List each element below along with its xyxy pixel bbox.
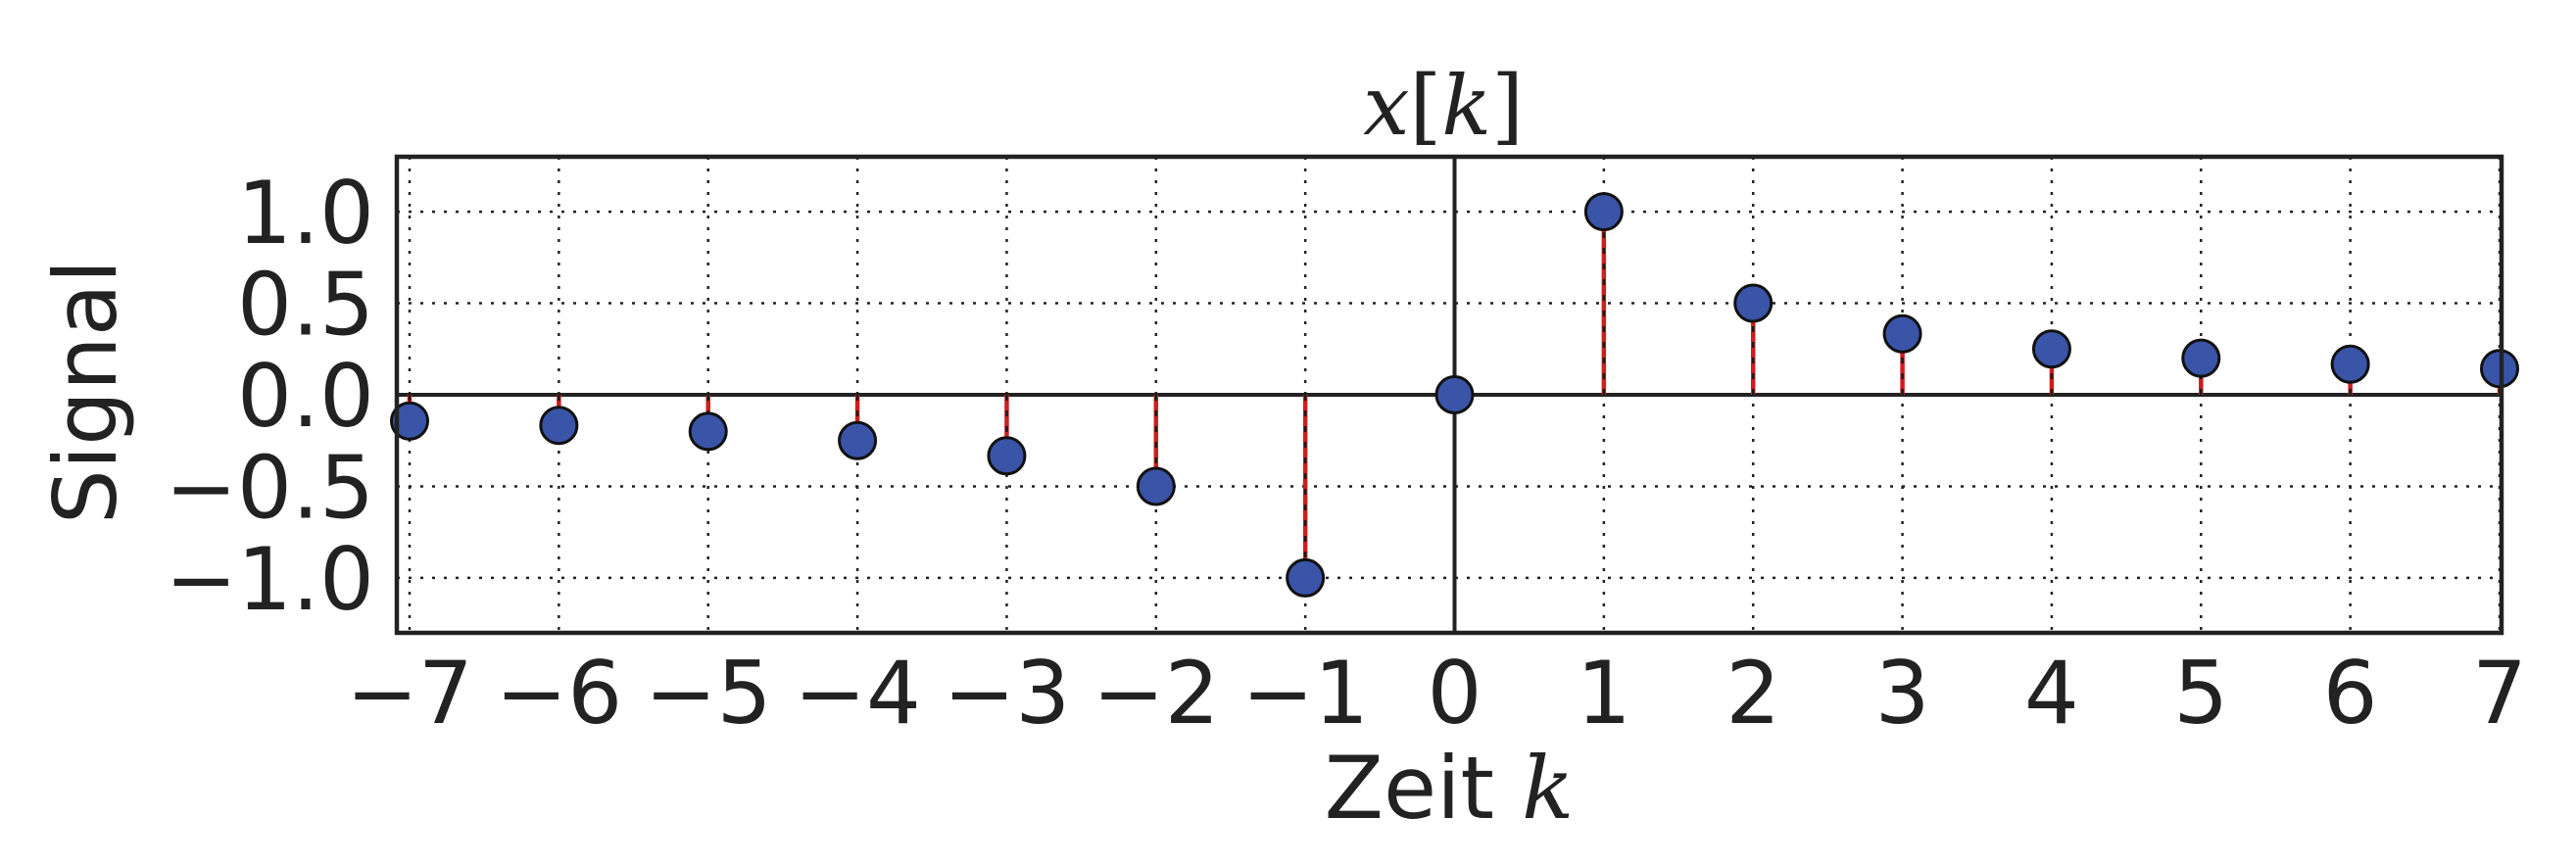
y-tick-label: 0.0: [237, 346, 374, 447]
x-tick-label: 7: [2472, 643, 2527, 744]
plot-frame: [394, 154, 2504, 636]
data-point: [1882, 313, 1922, 354]
x-tick-label: −1: [1241, 643, 1369, 744]
data-point: [987, 436, 1027, 476]
data-point: [2181, 338, 2221, 378]
x-tick-label: −3: [944, 643, 1071, 744]
y-tick-label: 0.5: [237, 255, 374, 356]
y-tick-label: −0.5: [165, 437, 374, 538]
x-tick-label: −2: [1093, 643, 1220, 744]
data-point: [1286, 557, 1326, 598]
x-tick-label: 4: [2024, 643, 2079, 744]
data-point: [2330, 344, 2370, 384]
x-tick-label: −7: [346, 643, 473, 744]
y-tick-label: 1.0: [237, 163, 374, 264]
data-point: [1136, 466, 1176, 506]
data-point: [688, 411, 728, 452]
data-point: [838, 420, 878, 460]
y-axis-label: Signal: [35, 260, 136, 524]
x-tick-label: −5: [645, 643, 772, 744]
x-tick-label: 1: [1577, 643, 1631, 744]
x-axis-label-math: k: [1522, 738, 1574, 839]
chart-title-var: x: [1363, 58, 1409, 154]
x-tick-label: −6: [495, 643, 622, 744]
x-tick-label: 6: [2323, 643, 2378, 744]
chart-title-index: k: [1441, 58, 1491, 154]
x-tick-labels: −7 −6 −5 −4 −3 −2 −1 0 1 2 3 4 5 6 7: [346, 643, 2527, 744]
chart-title-open-bracket: [: [1409, 58, 1441, 154]
data-point: [2031, 329, 2071, 369]
y-tick-label: −1.0: [165, 529, 374, 630]
x-tick-label: −4: [794, 643, 921, 744]
y-tick-labels: −1.0−0.50.00.51.0: [165, 163, 374, 630]
x-axis-label: Zeit k: [1325, 738, 1575, 839]
data-point: [1583, 192, 1624, 232]
data-point: [1733, 283, 1774, 323]
x-axis-label-text: Zeit: [1325, 738, 1522, 839]
x-tick-label: 0: [1428, 643, 1482, 744]
x-tick-label: 3: [1875, 643, 1930, 744]
chart-title-close-bracket: ]: [1491, 58, 1524, 154]
marker-layer: [390, 192, 2519, 598]
data-point: [1434, 375, 1475, 414]
x-tick-label: 5: [2173, 643, 2228, 744]
chart-title: x[k]: [1363, 58, 1524, 154]
data-point: [539, 406, 579, 446]
x-tick-label: 2: [1725, 643, 1780, 744]
data-point: [390, 401, 429, 441]
